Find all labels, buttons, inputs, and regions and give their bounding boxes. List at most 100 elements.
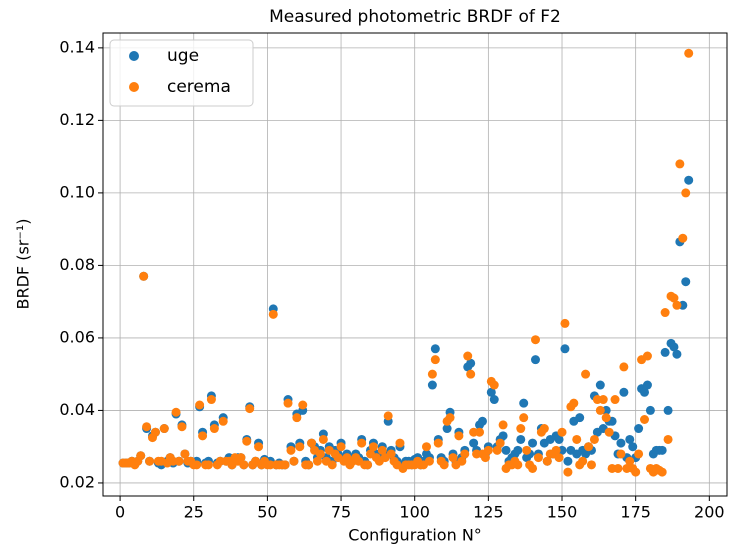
y-tick-label: 0.06	[59, 327, 95, 346]
x-tick-label: 125	[473, 503, 504, 522]
point	[489, 395, 499, 405]
point	[501, 445, 511, 455]
point	[242, 436, 252, 446]
point	[645, 405, 655, 415]
point	[457, 456, 467, 466]
point	[575, 413, 585, 423]
point	[672, 349, 682, 359]
point	[557, 427, 567, 437]
point	[589, 434, 599, 444]
series-1	[118, 48, 694, 477]
y-tick-label: 0.08	[59, 255, 95, 274]
point	[424, 456, 434, 466]
point	[254, 442, 264, 452]
point	[663, 405, 673, 415]
point	[598, 395, 608, 405]
y-axis-label: BRDF (sr⁻¹)	[14, 219, 33, 310]
point	[498, 431, 508, 441]
point	[192, 460, 202, 470]
point	[572, 434, 582, 444]
point	[628, 442, 638, 452]
point	[209, 424, 219, 434]
point	[492, 445, 502, 455]
point	[318, 434, 328, 444]
point	[601, 413, 611, 423]
legend-label: uge	[167, 46, 199, 66]
point	[357, 438, 367, 448]
x-tick-label: 100	[399, 503, 430, 522]
point	[625, 434, 635, 444]
point	[383, 411, 393, 421]
point	[528, 463, 538, 473]
point	[136, 451, 146, 461]
point	[466, 369, 476, 379]
point	[236, 453, 246, 463]
x-tick-label: 150	[547, 503, 578, 522]
point	[660, 308, 670, 318]
point	[292, 413, 302, 423]
point	[460, 449, 470, 459]
point	[554, 453, 564, 463]
point	[634, 424, 644, 434]
point	[619, 387, 629, 397]
point	[519, 413, 529, 423]
point	[595, 405, 605, 415]
point	[578, 456, 588, 466]
point	[581, 369, 591, 379]
point	[142, 422, 152, 432]
point	[610, 395, 620, 405]
point	[684, 48, 694, 58]
point	[427, 380, 437, 390]
point	[150, 427, 160, 437]
point	[516, 434, 526, 444]
point	[513, 445, 523, 455]
y-tick-label: 0.02	[59, 472, 95, 491]
x-tick-label: 25	[184, 503, 204, 522]
point	[307, 438, 317, 448]
point	[315, 449, 325, 459]
point	[681, 188, 691, 198]
point	[145, 456, 155, 466]
point	[198, 431, 208, 441]
point	[448, 453, 458, 463]
point	[280, 460, 290, 470]
point	[513, 460, 523, 470]
point	[442, 424, 452, 434]
point	[560, 344, 570, 354]
point	[533, 453, 543, 463]
point	[439, 460, 449, 470]
point	[295, 442, 305, 452]
point	[616, 449, 626, 459]
point	[530, 335, 540, 345]
point	[386, 449, 396, 459]
point	[286, 445, 296, 455]
point	[427, 369, 437, 379]
point	[480, 453, 490, 463]
x-tick-label: 50	[257, 503, 277, 522]
point	[495, 438, 505, 448]
point	[551, 445, 561, 455]
legend-label: cerema	[167, 77, 231, 97]
point	[454, 431, 464, 441]
point	[469, 438, 479, 448]
point	[569, 398, 579, 408]
point	[516, 424, 526, 434]
point	[336, 442, 346, 452]
point	[586, 460, 596, 470]
point	[678, 233, 688, 243]
x-axis-label: Configuration N°	[348, 526, 482, 545]
point	[642, 351, 652, 361]
point	[477, 416, 487, 426]
point	[542, 456, 552, 466]
point	[563, 467, 573, 477]
point	[430, 344, 440, 354]
point	[660, 347, 670, 357]
point	[433, 438, 443, 448]
point	[672, 300, 682, 310]
point	[245, 404, 255, 414]
point	[634, 449, 644, 459]
plot-frame	[102, 32, 728, 497]
point	[466, 358, 476, 368]
legend-box	[109, 39, 254, 107]
